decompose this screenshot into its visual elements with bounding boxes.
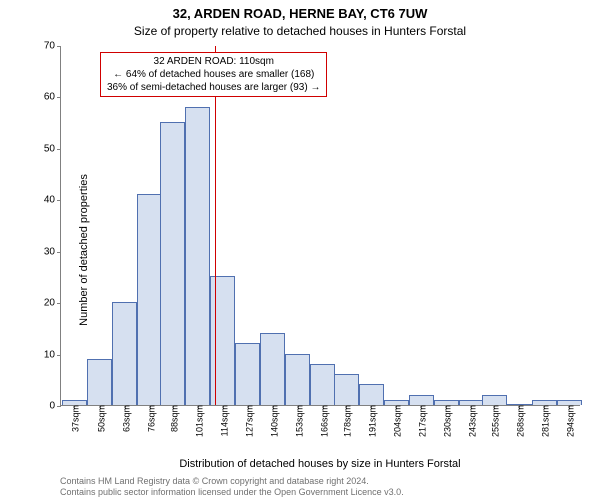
plot-area: 01020304050607037sqm50sqm63sqm76sqm88sqm… [60, 46, 580, 406]
x-tick-label: 243sqm [465, 405, 478, 437]
y-tick-label: 0 [49, 401, 61, 412]
histogram-bar [235, 343, 260, 405]
histogram-bar [185, 107, 210, 405]
x-tick-label: 153sqm [291, 405, 304, 437]
histogram-bar [285, 354, 310, 405]
histogram-bar [87, 359, 112, 405]
x-tick-label: 127sqm [241, 405, 254, 437]
x-tick-label: 230sqm [440, 405, 453, 437]
annotation-line: 36% of semi-detached houses are larger (… [107, 81, 320, 94]
x-tick-label: 166sqm [316, 405, 329, 437]
y-tick-label: 30 [44, 246, 61, 257]
x-tick-label: 76sqm [143, 405, 156, 432]
histogram-bar [210, 276, 235, 405]
x-tick-label: 294sqm [563, 405, 576, 437]
x-tick-label: 191sqm [365, 405, 378, 437]
chart-container: 32, ARDEN ROAD, HERNE BAY, CT6 7UW Size … [0, 0, 600, 500]
footer-line-2: Contains public sector information licen… [60, 487, 404, 497]
reference-line [215, 46, 216, 405]
x-tick-label: 50sqm [93, 405, 106, 432]
histogram-bar [260, 333, 285, 405]
x-tick-label: 204sqm [390, 405, 403, 437]
x-tick-label: 268sqm [513, 405, 526, 437]
histogram-bar [112, 302, 137, 405]
histogram-bar [359, 384, 384, 405]
y-tick-label: 40 [44, 195, 61, 206]
x-axis-label: Distribution of detached houses by size … [60, 458, 580, 470]
x-tick-label: 63sqm [118, 405, 131, 432]
x-tick-label: 255sqm [488, 405, 501, 437]
x-tick-label: 114sqm [216, 405, 229, 436]
x-tick-label: 88sqm [166, 405, 179, 432]
annotation-box: 32 ARDEN ROAD: 110sqm← 64% of detached h… [100, 52, 327, 97]
chart-subtitle: Size of property relative to detached ho… [0, 24, 600, 38]
y-tick-label: 20 [44, 298, 61, 309]
y-tick-label: 10 [44, 349, 61, 360]
x-tick-label: 140sqm [266, 405, 279, 437]
x-tick-label: 178sqm [340, 405, 353, 437]
annotation-line: 32 ARDEN ROAD: 110sqm [107, 55, 320, 68]
histogram-bar [482, 395, 507, 405]
histogram-bar [310, 364, 335, 405]
y-tick-label: 50 [44, 143, 61, 154]
annotation-line: ← 64% of detached houses are smaller (16… [107, 68, 320, 81]
x-tick-label: 217sqm [415, 405, 428, 437]
y-tick-label: 60 [44, 92, 61, 103]
x-tick-label: 281sqm [538, 405, 551, 437]
x-tick-label: 37sqm [68, 405, 81, 432]
chart-title: 32, ARDEN ROAD, HERNE BAY, CT6 7UW [0, 6, 600, 21]
histogram-bar [160, 122, 185, 405]
footer-line-1: Contains HM Land Registry data © Crown c… [60, 476, 369, 486]
histogram-bar [409, 395, 434, 405]
y-tick-label: 70 [44, 41, 61, 52]
x-tick-label: 101sqm [191, 405, 204, 437]
histogram-bar [334, 374, 359, 405]
histogram-bar [137, 194, 162, 405]
